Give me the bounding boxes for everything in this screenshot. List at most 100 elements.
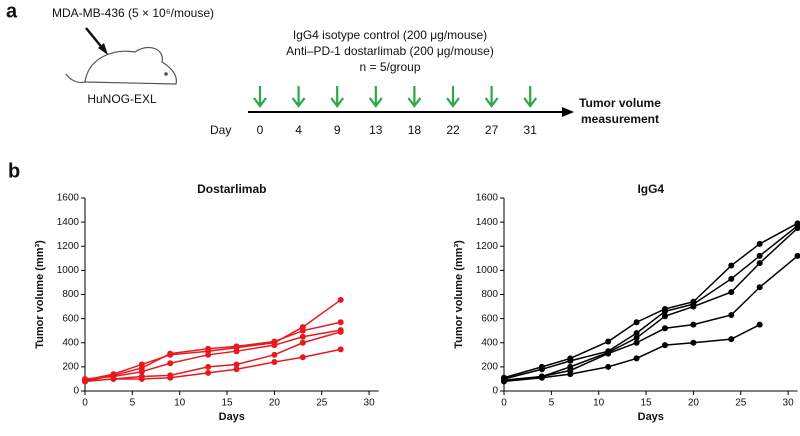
y-tick-label: 1000 — [476, 265, 499, 276]
data-point — [633, 319, 640, 326]
mouse-icon — [65, 47, 177, 85]
data-point — [337, 328, 344, 335]
treatment: Anti–PD-1 dostarlimab (200 μg/mouse) — [286, 44, 494, 58]
data-point — [728, 262, 735, 269]
y-tick-label: 1600 — [476, 193, 499, 204]
y-axis-label: Tumor volume (mm³) — [453, 240, 465, 349]
timeline-head — [562, 107, 574, 117]
data-point — [605, 338, 612, 345]
cell-line: MDA-MB-436 (5 × 10⁶/mouse) — [52, 6, 214, 20]
data-point — [728, 312, 735, 319]
x-tick-label: 15 — [221, 398, 233, 409]
y-tick-label: 0 — [73, 386, 79, 397]
dose-arrow-head — [368, 97, 383, 108]
data-point — [756, 252, 763, 259]
day-value: 31 — [524, 123, 538, 137]
data-point — [501, 378, 507, 385]
y-tick-label: 200 — [62, 362, 79, 373]
y-tick-label: 1400 — [476, 217, 499, 228]
data-point — [538, 374, 545, 381]
x-tick-label: 20 — [269, 398, 281, 409]
data-point — [661, 342, 668, 349]
data-point — [794, 225, 800, 232]
day-label: Day — [210, 123, 231, 137]
y-tick-label: 0 — [492, 386, 498, 397]
x-axis-label: Days — [219, 411, 245, 423]
x-tick-label: 25 — [735, 398, 747, 409]
group-size: n = 5/group — [359, 60, 420, 74]
y-tick-label: 1000 — [57, 265, 80, 276]
x-tick-label: 15 — [640, 398, 652, 409]
data-point — [233, 348, 240, 355]
x-tick-label: 10 — [174, 398, 186, 409]
y-tick-label: 1600 — [57, 193, 80, 204]
data-point — [233, 361, 240, 368]
x-tick-label: 25 — [316, 398, 328, 409]
chart-title: Dostarlimab — [197, 182, 266, 196]
data-point — [167, 360, 174, 367]
y-tick-label: 600 — [62, 313, 79, 324]
data-point — [567, 371, 574, 378]
data-point — [271, 351, 278, 358]
series-line — [503, 255, 799, 383]
data-point — [728, 289, 735, 296]
data-point — [299, 333, 306, 340]
y-tick-label: 400 — [481, 337, 498, 348]
endpoint: measurement — [581, 112, 659, 126]
data-point — [756, 321, 763, 328]
day-value: 9 — [334, 123, 341, 137]
day-value: 13 — [369, 123, 383, 137]
day-value: 18 — [408, 123, 422, 137]
data-point — [728, 275, 735, 282]
data-point — [661, 313, 668, 320]
data-point — [205, 351, 212, 358]
x-tick-label: 5 — [130, 398, 136, 409]
data-point — [138, 368, 145, 375]
day-value: 27 — [485, 123, 499, 137]
x-tick-label: 30 — [783, 398, 795, 409]
x-tick-label: 10 — [593, 398, 605, 409]
x-tick-label: 20 — [688, 398, 700, 409]
x-tick-label: 5 — [549, 398, 555, 409]
series-line — [503, 222, 798, 379]
data-point — [661, 308, 668, 315]
series-line — [503, 225, 799, 380]
data-point — [690, 321, 697, 328]
dose-arrow-head — [523, 97, 538, 108]
data-point — [794, 252, 800, 259]
data-point — [605, 363, 612, 370]
x-tick-label: 0 — [82, 398, 88, 409]
data-point — [233, 366, 240, 373]
data-point — [633, 334, 640, 341]
chart-title: IgG4 — [637, 182, 664, 196]
data-point — [690, 339, 697, 346]
data-point — [756, 240, 763, 247]
dose-arrow-head — [291, 97, 306, 108]
data-point — [633, 330, 640, 337]
data-point — [205, 363, 212, 370]
mouse-model: HuNOG-EXL — [87, 92, 157, 106]
data-point — [167, 350, 174, 357]
data-point — [728, 336, 735, 343]
dose-arrow-head — [484, 97, 499, 108]
day-value: 22 — [446, 123, 460, 137]
treatment: IgG4 isotype control (200 μg/mouse) — [293, 28, 487, 42]
data-point — [337, 346, 344, 353]
data-point — [756, 284, 763, 291]
data-point — [605, 350, 612, 357]
dose-arrow-head — [253, 97, 267, 108]
y-tick-label: 200 — [481, 362, 498, 373]
data-point — [82, 378, 88, 385]
day-value: 0 — [257, 123, 264, 137]
data-point — [690, 303, 697, 310]
x-tick-label: 30 — [364, 398, 376, 409]
data-point — [233, 343, 240, 350]
data-point — [138, 375, 145, 382]
data-point — [167, 374, 174, 381]
data-point — [633, 355, 640, 362]
data-point — [205, 369, 212, 376]
y-tick-label: 1200 — [57, 241, 80, 252]
panel-letter: b — [8, 160, 20, 182]
dose-arrow-head — [330, 97, 345, 108]
